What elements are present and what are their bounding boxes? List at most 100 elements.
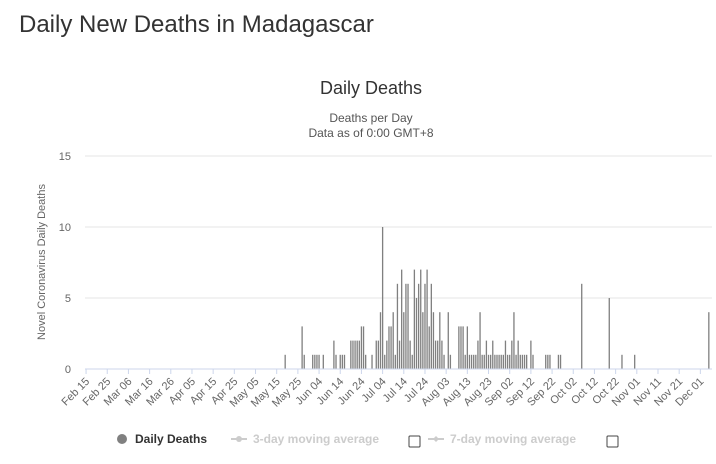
legend-7-day-checkbox[interactable] [606,435,619,448]
bar-2020-07-04[interactable] [381,227,384,369]
bar-2020-08-11[interactable] [462,326,464,369]
bar-2020-09-13[interactable] [532,354,534,369]
bar-2020-08-31[interactable] [504,340,507,369]
bar-2020-06-20[interactable] [352,340,354,369]
bar-2020-10-19[interactable] [608,298,610,369]
bar-2020-07-13[interactable] [401,269,403,369]
bar-2020-08-12[interactable] [464,354,466,369]
bar-2020-08-16[interactable] [473,354,475,369]
bar-2020-07-12[interactable] [398,340,401,369]
bar-2020-09-07[interactable] [519,354,521,369]
bar-2020-07-11[interactable] [396,283,399,369]
bar-2020-10-25[interactable] [621,354,623,369]
bar-2020-07-18[interactable] [411,354,413,369]
bar-2020-09-10[interactable] [526,354,528,369]
bar-2020-07-29[interactable] [434,340,437,369]
bar-2020-06-16[interactable] [343,354,346,369]
bar-2020-08-25[interactable] [492,340,494,369]
bar-2020-07-28[interactable] [432,312,435,369]
bar-2020-08-28[interactable] [498,354,500,369]
bar-2020-07-27[interactable] [430,283,432,369]
bar-2020-09-08[interactable] [521,354,524,369]
bar-2020-09-12[interactable] [530,340,532,369]
bar-2020-07-24[interactable] [424,283,426,369]
bar-2020-07-07[interactable] [388,326,390,369]
bar-2020-08-04[interactable] [447,312,449,369]
bar-2020-09-03[interactable] [511,340,513,369]
bar-2020-06-29[interactable] [371,354,373,369]
bar-2020-08-23[interactable] [487,354,490,369]
bar-2020-06-14[interactable] [339,354,341,369]
bar-2020-06-11[interactable] [333,340,335,369]
bar-2020-07-20[interactable] [415,298,418,369]
bar-2020-08-26[interactable] [494,354,496,369]
bar-2020-06-21[interactable] [354,340,356,369]
bar-2020-06-12[interactable] [335,354,337,369]
bar-2020-07-26[interactable] [428,326,430,369]
bar-2020-08-09[interactable] [458,326,460,369]
bar-2020-07-09[interactable] [392,312,394,369]
bar-2020-06-06[interactable] [322,354,324,369]
bar-2020-09-05[interactable] [515,354,517,369]
bar-2020-06-26[interactable] [365,354,367,369]
bar-2020-07-14[interactable] [403,312,405,369]
legend-item-3-day-average[interactable]: 3-day moving average [231,432,379,446]
bar-2020-09-20[interactable] [547,354,549,369]
bar-2020-06-23[interactable] [358,340,360,369]
bar-2020-07-23[interactable] [422,312,424,369]
bar-2020-08-24[interactable] [489,354,492,369]
bar-2020-07-06[interactable] [386,340,388,369]
bar-2020-10-06[interactable] [581,283,583,369]
bar-2020-06-03[interactable] [316,354,318,369]
bar-2020-06-25[interactable] [362,326,365,369]
bar-2020-08-01[interactable] [441,340,443,369]
bar-2020-09-06[interactable] [517,340,519,369]
bar-2020-05-28[interactable] [303,354,305,369]
bar-2020-09-02[interactable] [509,354,511,369]
bar-2020-06-19[interactable] [350,340,352,369]
bar-2020-07-01[interactable] [375,340,377,369]
bar-2020-07-08[interactable] [390,326,392,369]
bar-2020-07-02[interactable] [377,340,380,369]
bar-2020-06-22[interactable] [356,340,358,369]
bar-2020-08-05[interactable] [449,354,452,369]
bar-2020-06-15[interactable] [341,354,344,369]
bar-2020-08-13[interactable] [466,326,468,369]
legend-item-daily-deaths[interactable]: Daily Deaths [117,432,207,446]
bar-2020-07-03[interactable] [379,312,382,369]
bar-2020-09-09[interactable] [523,354,526,369]
bar-2020-06-01[interactable] [312,354,314,369]
bar-2020-12-05[interactable] [708,312,710,369]
bar-2020-05-19[interactable] [284,354,286,369]
bar-2020-09-26[interactable] [559,354,562,369]
bar-2020-09-04[interactable] [513,312,515,369]
bar-2020-07-22[interactable] [420,269,422,369]
bar-2020-07-21[interactable] [417,283,420,369]
bar-2020-08-27[interactable] [496,354,498,369]
bar-2020-07-30[interactable] [437,340,439,369]
bar-2020-07-05[interactable] [384,354,386,369]
bar-2020-07-10[interactable] [394,354,396,369]
bar-2020-08-18[interactable] [477,340,479,369]
bar-2020-06-24[interactable] [360,326,363,369]
bar-2020-07-31[interactable] [439,312,441,369]
bar-2020-08-17[interactable] [475,354,477,369]
bar-2020-07-17[interactable] [409,340,411,369]
bar-2020-07-16[interactable] [407,283,409,369]
bar-2020-09-01[interactable] [506,354,509,369]
bar-2020-08-29[interactable] [500,354,502,369]
bar-2020-08-21[interactable] [483,354,485,369]
bar-2020-08-20[interactable] [481,354,483,369]
bar-2020-08-19[interactable] [479,312,481,369]
legend-3-day-checkbox[interactable] [408,435,421,448]
bar-2020-06-04[interactable] [318,354,320,369]
bar-2020-08-15[interactable] [470,354,473,369]
bar-2020-07-15[interactable] [405,283,407,369]
bar-2020-08-14[interactable] [468,354,471,369]
bar-2020-10-31[interactable] [634,354,636,369]
bar-2020-09-21[interactable] [549,354,551,369]
bar-2020-08-22[interactable] [485,340,488,369]
bar-2020-09-25[interactable] [557,354,560,369]
bar-2020-06-02[interactable] [314,354,316,369]
bar-2020-08-10[interactable] [460,326,462,369]
